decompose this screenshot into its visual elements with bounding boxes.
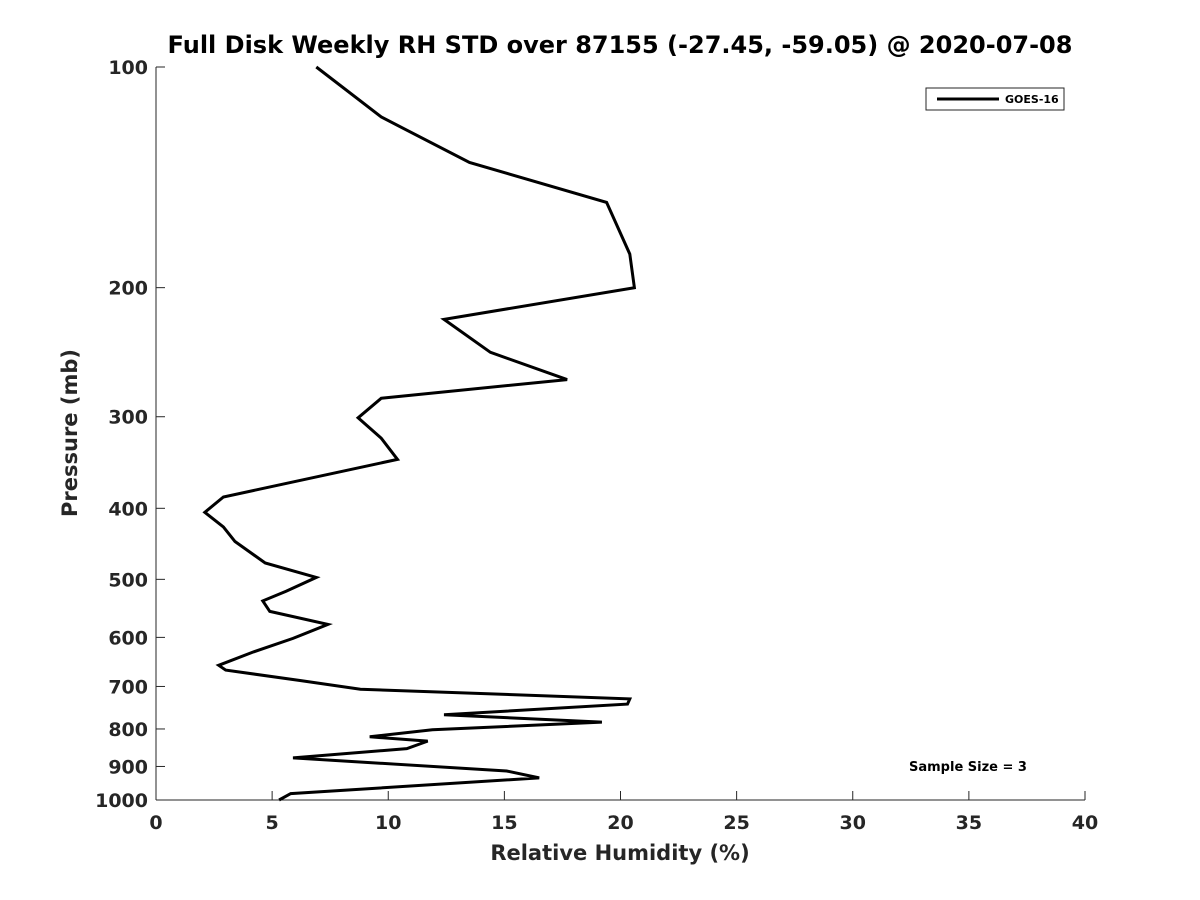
y-tick-label: 500 xyxy=(108,569,148,591)
legend: GOES-16 xyxy=(925,87,1065,111)
y-axis-label: Pressure (mb) xyxy=(58,349,82,517)
x-tick-label: 40 xyxy=(1072,812,1098,834)
x-tick-label: 25 xyxy=(723,812,749,834)
x-axis-ticks: 0 5 10 15 20 25 30 35 40 xyxy=(149,791,1098,834)
sample-size-annotation: Sample Size = 3 xyxy=(909,760,1027,775)
y-tick-label: 400 xyxy=(108,498,148,520)
x-tick-label: 15 xyxy=(491,812,517,834)
y-tick-label: 300 xyxy=(108,407,148,429)
plot-area: 0 5 10 15 20 25 30 35 40 100 200 300 400 500 600 700 80… xyxy=(95,57,1098,834)
x-axis-label: Relative Humidity (%) xyxy=(490,841,749,865)
x-tick-label: 10 xyxy=(375,812,401,834)
y-tick-label: 100 xyxy=(108,57,148,79)
y-tick-label: 200 xyxy=(108,278,148,300)
x-tick-label: 20 xyxy=(607,812,633,834)
y-tick-label: 600 xyxy=(108,627,148,649)
x-tick-label: 35 xyxy=(956,812,982,834)
chart-title: Full Disk Weekly RH STD over 87155 (-27.… xyxy=(168,31,1073,59)
y-axis-ticks: 100 200 300 400 500 600 700 800 900 1000 xyxy=(95,57,165,812)
y-tick-label: 800 xyxy=(108,719,148,741)
x-tick-label: 30 xyxy=(840,812,866,834)
y-tick-label: 700 xyxy=(108,676,148,698)
x-tick-label: 0 xyxy=(149,812,162,834)
y-tick-label: 900 xyxy=(108,756,148,778)
y-tick-label: 1000 xyxy=(95,790,148,812)
legend-label-goes-16: GOES-16 xyxy=(1005,93,1059,106)
series-line-goes-16 xyxy=(202,65,637,802)
x-tick-label: 5 xyxy=(266,812,279,834)
